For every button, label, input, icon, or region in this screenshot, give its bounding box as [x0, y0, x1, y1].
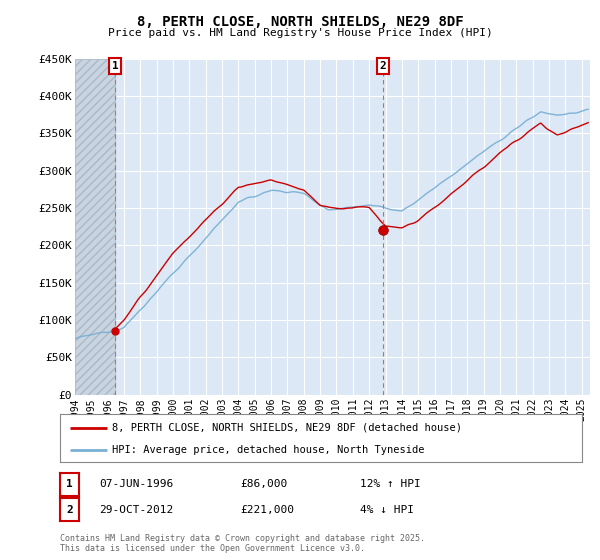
- Bar: [75, 59, 115, 395]
- Text: 2: 2: [379, 61, 386, 71]
- Text: Contains HM Land Registry data © Crown copyright and database right 2025.
This d: Contains HM Land Registry data © Crown c…: [60, 534, 425, 553]
- Text: Price paid vs. HM Land Registry's House Price Index (HPI): Price paid vs. HM Land Registry's House …: [107, 28, 493, 38]
- Text: 8, PERTH CLOSE, NORTH SHIELDS, NE29 8DF (detached house): 8, PERTH CLOSE, NORTH SHIELDS, NE29 8DF …: [112, 423, 462, 433]
- Text: 07-JUN-1996: 07-JUN-1996: [99, 479, 173, 489]
- Text: 1: 1: [112, 61, 118, 71]
- Text: 1: 1: [66, 479, 73, 489]
- Text: 12% ↑ HPI: 12% ↑ HPI: [360, 479, 421, 489]
- Text: 29-OCT-2012: 29-OCT-2012: [99, 505, 173, 515]
- Text: 8, PERTH CLOSE, NORTH SHIELDS, NE29 8DF: 8, PERTH CLOSE, NORTH SHIELDS, NE29 8DF: [137, 15, 463, 29]
- Text: £221,000: £221,000: [240, 505, 294, 515]
- Text: £86,000: £86,000: [240, 479, 287, 489]
- Text: 4% ↓ HPI: 4% ↓ HPI: [360, 505, 414, 515]
- Bar: [75, 59, 115, 395]
- Text: HPI: Average price, detached house, North Tyneside: HPI: Average price, detached house, Nort…: [112, 445, 425, 455]
- Text: 2: 2: [66, 505, 73, 515]
